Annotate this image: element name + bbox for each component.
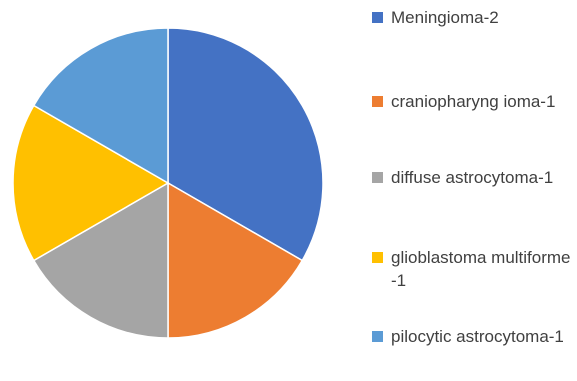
legend-swatch-diffuse-astrocytoma: [372, 172, 383, 183]
legend-label-pilocytic-astrocytoma: pilocytic astrocytoma-1: [391, 327, 564, 346]
legend-label-glioblastoma: glioblastoma multiforme-1: [391, 248, 571, 290]
legend-swatch-pilocytic-astrocytoma: [372, 331, 383, 342]
pie-slices: [12, 27, 324, 339]
pie-chart: [12, 27, 324, 339]
legend-swatch-craniopharyngioma: [372, 96, 383, 107]
legend-label-diffuse-astrocytoma: diffuse astrocytoma-1: [391, 168, 554, 187]
legend-item-pilocytic-astrocytoma: pilocytic astrocytoma-1: [372, 325, 571, 348]
pie-slice-diffuse-astrocytoma: [32, 181, 169, 339]
pie-slice-meningioma: [167, 27, 324, 262]
legend-swatch-glioblastoma: [372, 252, 383, 263]
legend-swatch-meningioma: [372, 12, 383, 23]
legend-item-glioblastoma: glioblastoma multiforme-1: [372, 246, 571, 292]
legend: Meningioma-2 craniopharyng ioma-1 diffus…: [372, 0, 577, 381]
pie-slice-glioblastoma: [12, 104, 170, 262]
legend-label-meningioma: Meningioma-2: [391, 8, 499, 27]
legend-item-meningioma: Meningioma-2: [372, 6, 571, 29]
legend-item-diffuse-astrocytoma: diffuse astrocytoma-1: [372, 166, 571, 189]
pie-slice-pilocytic-astrocytoma: [32, 27, 169, 185]
legend-label-craniopharyngioma: craniopharyng ioma-1: [391, 92, 556, 111]
legend-item-craniopharyngioma: craniopharyng ioma-1: [372, 90, 571, 113]
pie-slice-craniopharyngioma: [167, 181, 304, 339]
